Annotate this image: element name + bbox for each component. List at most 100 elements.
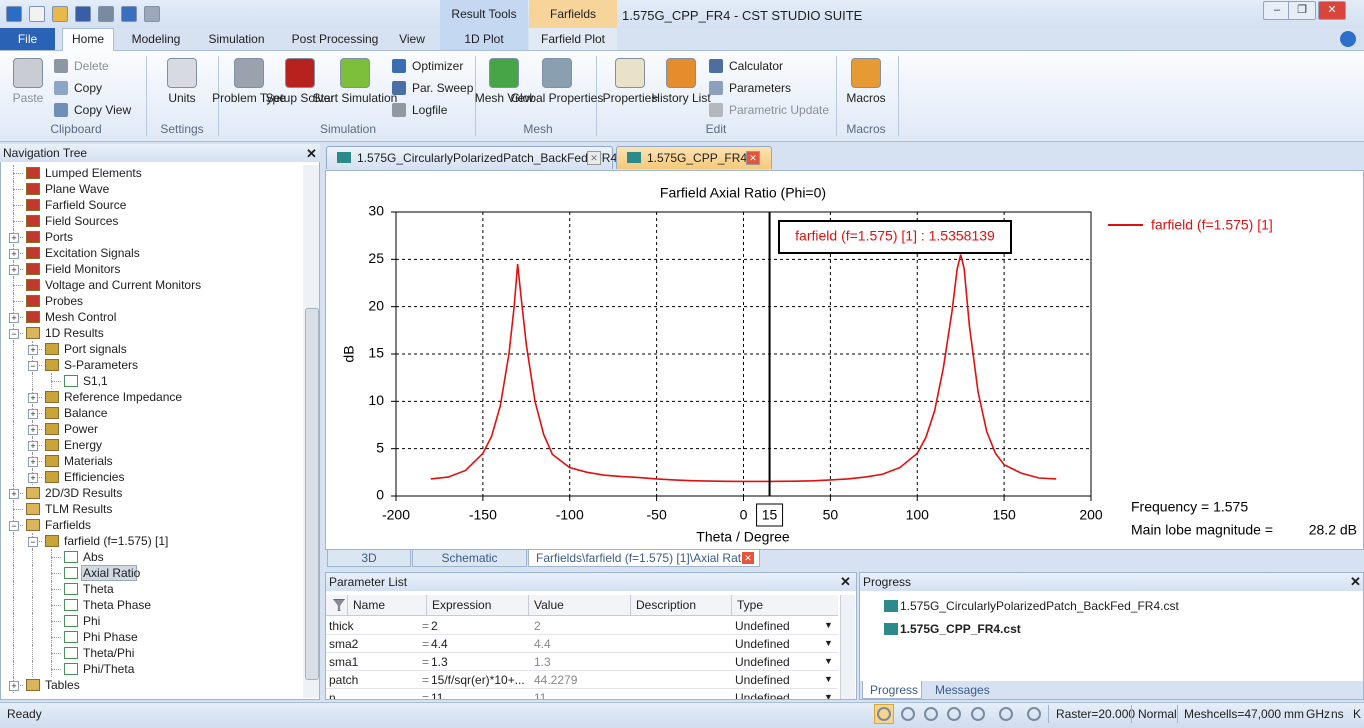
ribbon-button[interactable]: Macros [846,91,886,105]
tree-expander[interactable]: + [9,249,19,259]
ribbon-button-icon[interactable] [709,103,723,117]
ribbon-button[interactable]: Calculator [729,59,784,73]
view-tab-label[interactable]: Schematic [441,551,498,565]
param-type[interactable]: Undefined [735,619,790,633]
ribbon-button[interactable]: Mesh View [474,91,534,105]
param-name[interactable]: n [329,691,336,700]
document-tab-close[interactable]: ✕ [587,151,601,165]
ribbon-button-icon[interactable] [392,59,406,73]
document-tab[interactable] [326,146,613,169]
tree-expander[interactable]: − [9,521,19,531]
ribbon-tab[interactable]: Farfield Plot [540,32,606,46]
column-header[interactable]: Expression [432,598,492,612]
tree-item[interactable]: Phi [83,614,101,628]
document-tab-close[interactable]: ✕ [746,151,760,165]
tree-item[interactable]: Voltage and Current Monitors [45,278,202,292]
quick-access-icon[interactable] [98,6,114,22]
param-expression[interactable]: 1.3 [431,655,448,669]
tree-item[interactable]: Phi/Theta [83,662,135,676]
ribbon-button[interactable]: Properties [602,91,658,105]
status-item[interactable]: Raster=20.000 [1056,707,1136,721]
ribbon-button[interactable]: Delete [74,59,109,73]
param-expression[interactable]: 4.4 [431,637,448,651]
ribbon-button[interactable]: Optimizer [412,59,464,73]
ribbon-button-icon[interactable] [392,103,406,117]
ribbon-button-icon[interactable] [851,58,881,88]
quick-access-icon[interactable] [52,6,68,22]
status-icon[interactable] [924,707,938,721]
tree-expander[interactable]: + [28,409,38,419]
status-icon[interactable] [877,707,891,721]
ribbon-button[interactable]: Units [168,91,196,105]
tree-item[interactable]: Probes [45,294,84,308]
ribbon-button[interactable]: Par. Sweep [412,81,474,95]
type-dropdown[interactable]: ▼ [824,692,833,700]
param-type[interactable]: Undefined [735,691,790,700]
ribbon-button-icon[interactable] [54,103,68,117]
active-bottom-tab[interactable] [862,681,922,699]
param-type[interactable]: Undefined [735,637,790,651]
status-icon[interactable] [1027,707,1041,721]
status-item[interactable]: GHz [1306,707,1330,721]
tree-item[interactable]: Port signals [64,342,127,356]
type-dropdown[interactable]: ▼ [824,656,833,666]
tree-item[interactable]: Phi Phase [83,630,138,644]
type-dropdown[interactable]: ▼ [824,620,833,630]
tree-expander[interactable]: − [28,537,38,547]
status-icon[interactable] [947,707,961,721]
view-tab[interactable] [528,550,760,567]
tree-expander[interactable]: + [9,233,19,243]
tree-item[interactable]: Tables [45,678,80,692]
ribbon-button[interactable]: Parametric Update [729,103,830,117]
ribbon-button-icon[interactable] [615,58,645,88]
quick-access-icon[interactable] [6,6,22,22]
tree-expander[interactable]: + [28,473,38,483]
status-item[interactable]: K [1353,707,1362,721]
progress-item[interactable]: 1.575G_CPP_FR4.cst [900,622,1021,636]
view-tab[interactable] [327,550,411,567]
tree-expander[interactable]: + [28,425,38,435]
tree-item[interactable]: Efficiencies [64,470,125,484]
ribbon-button-icon[interactable] [392,81,406,95]
status-item[interactable]: ns [1331,707,1344,721]
param-name[interactable]: thick [329,619,354,633]
ribbon-button[interactable]: Copy [74,81,103,95]
status-icon[interactable] [971,707,985,721]
tree-item[interactable]: Mesh Control [45,310,117,324]
status-icon[interactable] [901,707,915,721]
tree-item[interactable]: Balance [64,406,108,420]
window-control[interactable]: ❐ [1288,1,1316,20]
tree-item[interactable]: Materials [64,454,113,468]
tree-item[interactable]: Field Monitors [45,262,121,276]
status-icon[interactable] [999,707,1013,721]
tree-expander[interactable]: − [28,361,38,371]
ribbon-button-icon[interactable] [340,58,370,88]
ribbon-button-icon[interactable] [489,58,519,88]
tree-item[interactable]: Theta Phase [83,598,152,612]
bottom-tab[interactable]: Messages [935,683,990,697]
ribbon-button[interactable]: Copy View [74,103,132,117]
window-control[interactable]: ✕ [1318,1,1346,20]
quick-access-icon[interactable] [29,6,45,22]
tree-item[interactable]: Lumped Elements [45,166,142,180]
tree-selection[interactable] [81,565,137,581]
param-name[interactable]: sma2 [329,637,359,651]
ribbon-button[interactable]: Parameters [729,81,792,95]
ribbon-button-icon[interactable] [285,58,315,88]
tree-item[interactable]: Excitation Signals [45,246,140,260]
ribbon-tab[interactable]: 1D Plot [464,32,504,46]
tree-expander[interactable]: + [9,313,19,323]
quick-access-icon[interactable] [144,6,160,22]
ribbon-button[interactable]: Setup Solver [265,91,335,105]
tree-expander[interactable]: − [9,329,19,339]
window-control[interactable]: – [1263,1,1291,20]
ribbon-button[interactable]: Start Simulation [312,91,398,105]
column-header[interactable]: Name [353,598,386,612]
status-item[interactable]: Meshcells=47,000 [1184,707,1282,721]
context-tab-label[interactable]: Farfields [549,7,596,21]
type-dropdown[interactable]: ▼ [824,674,833,684]
ribbon-button-icon[interactable] [54,59,68,73]
ribbon-button-icon[interactable] [13,58,43,88]
ribbon-tab[interactable]: Post Processing [291,32,379,46]
document-tab-label[interactable]: 1.575G_CircularlyPolarizedPatch_BackFed_… [357,151,618,165]
